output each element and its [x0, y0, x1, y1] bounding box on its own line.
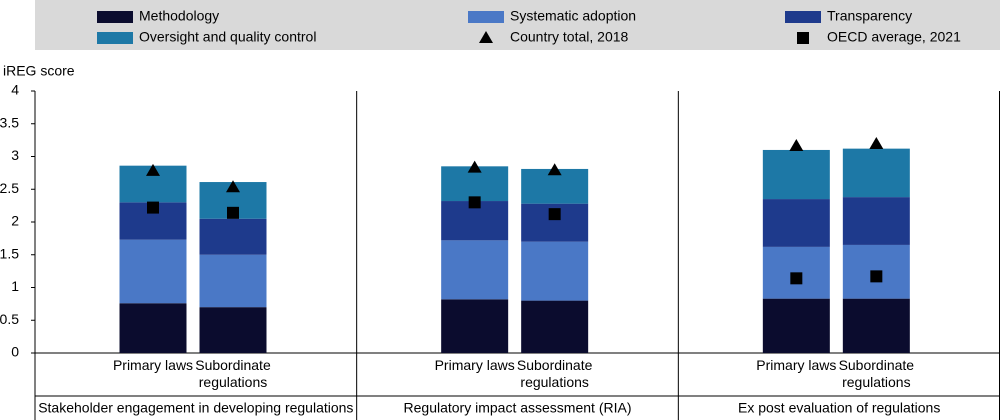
- legend-label: Country total, 2018: [510, 29, 629, 45]
- legend-background: [35, 0, 1000, 50]
- bar-segment: [199, 307, 267, 353]
- marker-triangle: [226, 180, 240, 193]
- marker-square: [468, 196, 481, 209]
- bar-segment: [762, 298, 830, 353]
- bar-segment: [762, 149, 830, 200]
- bar-segment: [842, 197, 910, 245]
- y-tick-label: 3.5: [0, 114, 19, 130]
- x-tick-label: Primary laws: [434, 357, 515, 373]
- legend-label: Transparency: [827, 8, 912, 24]
- legend-label: Oversight and quality control: [139, 29, 316, 45]
- marker-triangle: [547, 163, 562, 176]
- legend-symbol: [97, 32, 133, 44]
- x-tick-label: Subordinate regulations: [195, 357, 271, 390]
- legend-symbol: [468, 11, 504, 23]
- bar-segment: [842, 298, 910, 353]
- legend-symbol: [97, 11, 133, 23]
- y-tick-label: 2.5: [0, 180, 19, 196]
- group-label: Ex post evaluation of regulations: [738, 400, 940, 416]
- y-tick-label: 1: [11, 278, 19, 294]
- marker-square: [227, 206, 239, 219]
- y-tick-label: 1.5: [0, 245, 19, 261]
- y-tick-label: 3: [11, 147, 19, 163]
- x-tick-label: Primary laws: [112, 357, 194, 373]
- bar-segment: [119, 303, 187, 353]
- y-axis-label: iREG score: [3, 63, 75, 79]
- legend-symbol: [785, 11, 821, 23]
- x-tick-label: Subordinate regulations: [516, 357, 593, 390]
- bar-segment: [199, 254, 267, 308]
- legend-symbol: [797, 32, 809, 44]
- marker-triangle: [467, 160, 482, 173]
- legend-symbol: [479, 31, 493, 43]
- x-tick-label: Subordinate regulations: [838, 357, 915, 390]
- bar-segment: [441, 240, 509, 300]
- bar-segment: [762, 199, 830, 247]
- x-tick-label: Primary laws: [756, 357, 837, 373]
- marker-triangle: [789, 139, 804, 152]
- y-tick-label: 2: [11, 213, 19, 229]
- bar-segment: [199, 218, 267, 255]
- y-tick-label: 4: [11, 82, 19, 98]
- bar-segment: [521, 300, 589, 353]
- y-tick-label: 0: [11, 344, 19, 360]
- bar-segment: [842, 148, 910, 198]
- marker-triangle: [869, 137, 884, 150]
- marker-square: [870, 270, 883, 283]
- marker-square: [790, 272, 803, 285]
- legend-label: OECD average, 2021: [827, 29, 961, 45]
- bar-segment: [441, 299, 509, 353]
- marker-triangle: [146, 163, 160, 176]
- y-tick-label: 0.5: [0, 311, 19, 327]
- marker-square: [548, 208, 561, 221]
- group-label: Stakeholder engagement in developing reg…: [38, 400, 353, 416]
- legend-label: Systematic adoption: [510, 8, 636, 24]
- bar-segment: [119, 239, 187, 304]
- bar-segment: [521, 241, 589, 301]
- group-label: Regulatory impact assessment (RIA): [404, 400, 632, 416]
- marker-square: [147, 201, 159, 214]
- legend-label: Methodology: [139, 8, 219, 24]
